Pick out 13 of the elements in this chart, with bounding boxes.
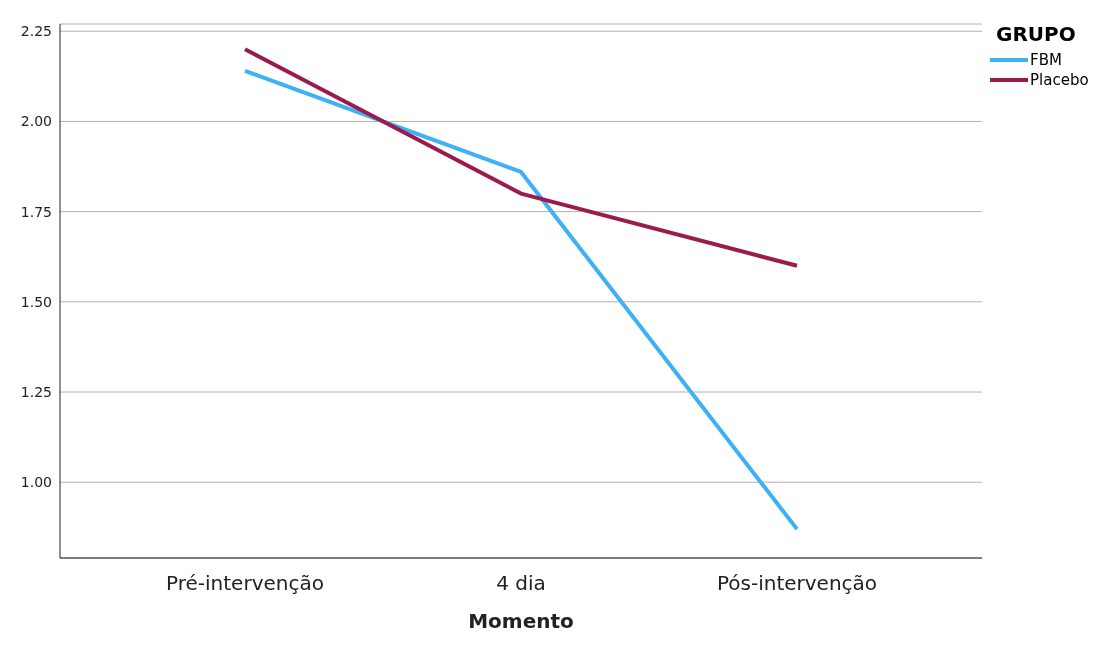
y-tick-label: 2.25 <box>20 23 52 40</box>
y-tick-label: 2.00 <box>20 113 52 130</box>
x-tick-label: Pós-intervenção <box>716 571 878 596</box>
x-tick-label: Pré-intervenção <box>166 571 324 596</box>
legend-label: Placebo <box>1030 70 1089 90</box>
y-tick-label: 1.50 <box>20 293 52 310</box>
legend-label: FBM <box>1030 50 1062 70</box>
legend-title: GRUPO <box>996 22 1077 46</box>
y-tick-label: 1.25 <box>20 384 52 400</box>
y-tick-label: 1.75 <box>20 203 52 220</box>
y-tick-label: 1.00 <box>20 474 52 491</box>
x-axis-title: Momento <box>468 609 574 633</box>
x-tick-label: 4 dia <box>496 571 546 596</box>
